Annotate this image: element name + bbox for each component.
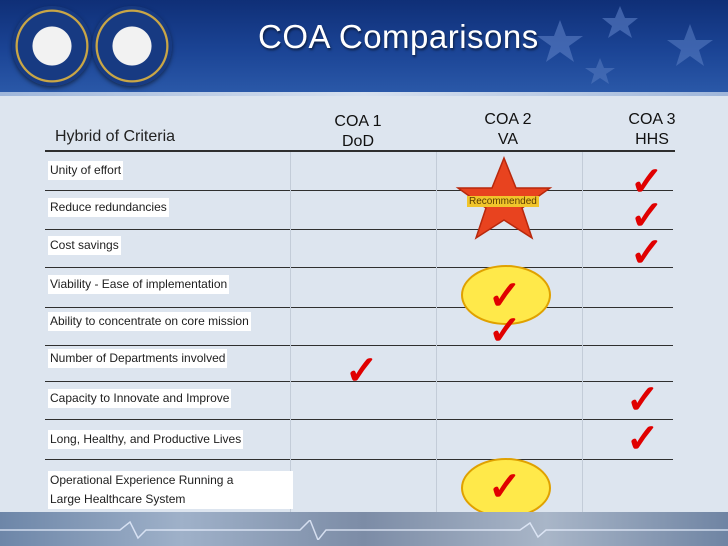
checkmark-icon: ✓	[630, 158, 664, 205]
column-header-coa2: COA 2 VA	[472, 110, 544, 150]
checkmark-icon: ✓	[626, 376, 660, 423]
footer-photo-strip	[0, 512, 728, 546]
column-header-line2: HHS	[635, 131, 669, 148]
criteria-row: Number of Departments involved	[48, 349, 293, 368]
row-divider	[45, 190, 673, 191]
criteria-row: Operational Experience Running a Large H…	[48, 471, 293, 509]
dod-seal-icon	[92, 6, 172, 86]
criteria-label-line1: Operational Experience Running a	[48, 471, 293, 490]
column-divider	[582, 152, 583, 512]
criteria-label: Cost savings	[48, 236, 121, 255]
column-header-line2: VA	[497, 131, 519, 148]
column-header-line1: COA 3	[628, 111, 676, 128]
row-divider	[45, 345, 673, 346]
criteria-label: Ability to concentrate on core mission	[48, 312, 251, 331]
criteria-label: Reduce redundancies	[48, 198, 169, 217]
highlight-circle-icon	[461, 265, 551, 325]
header-stars-icon	[537, 6, 713, 84]
row-divider	[45, 307, 673, 308]
column-header-line1: COA 1	[334, 113, 382, 130]
row-divider	[45, 267, 673, 268]
criteria-label: Unity of effort	[48, 161, 124, 180]
column-header-coa3: COA 3 HHS	[616, 110, 688, 150]
header-rule-line	[45, 150, 675, 152]
criteria-row: Ability to concentrate on core mission	[48, 312, 293, 331]
column-header-coa1: COA 1 DoD	[322, 112, 394, 152]
criteria-header: Hybrid of Criteria	[55, 128, 176, 145]
criteria-row: Long, Healthy, and Productive Lives	[48, 430, 293, 449]
ekg-line-icon	[0, 520, 728, 540]
criteria-label: Long, Healthy, and Productive Lives	[48, 430, 244, 449]
column-header-line1: COA 2	[484, 111, 532, 128]
column-divider	[436, 152, 437, 512]
criteria-row: Cost savings	[48, 236, 293, 255]
checkmark-icon: ✓	[488, 463, 522, 510]
criteria-row: Reduce redundancies	[48, 198, 293, 217]
criteria-label: Number of Departments involved	[48, 349, 228, 368]
criteria-row: Unity of effort	[48, 161, 293, 180]
criteria-label: Viability - Ease of implementation	[48, 275, 230, 294]
row-divider	[45, 381, 673, 382]
criteria-row: Capacity to Innovate and Improve	[48, 389, 293, 408]
checkmark-icon: ✓	[488, 307, 522, 354]
row-divider	[45, 229, 673, 230]
highlight-circle-icon	[461, 458, 551, 518]
row-divider	[45, 459, 673, 460]
header-band: COA Comparisons	[0, 0, 728, 92]
column-header-line2: DoD	[341, 133, 374, 150]
va-seal-icon	[12, 6, 92, 86]
checkmark-icon: ✓	[488, 272, 522, 319]
checkmark-icon: ✓	[630, 229, 664, 276]
slide-title: COA Comparisons	[258, 18, 539, 55]
checkmark-icon: ✓	[630, 192, 664, 239]
header-divider	[0, 92, 728, 96]
row-divider	[45, 419, 673, 420]
column-divider	[290, 152, 291, 512]
criteria-row: Viability - Ease of implementation	[48, 275, 293, 294]
recommended-label: Recommended	[467, 196, 539, 207]
checkmark-icon: ✓	[626, 415, 660, 462]
checkmark-icon: ✓	[345, 347, 379, 394]
criteria-label-line2: Large Healthcare System	[48, 490, 293, 509]
criteria-label: Capacity to Innovate and Improve	[48, 389, 232, 408]
